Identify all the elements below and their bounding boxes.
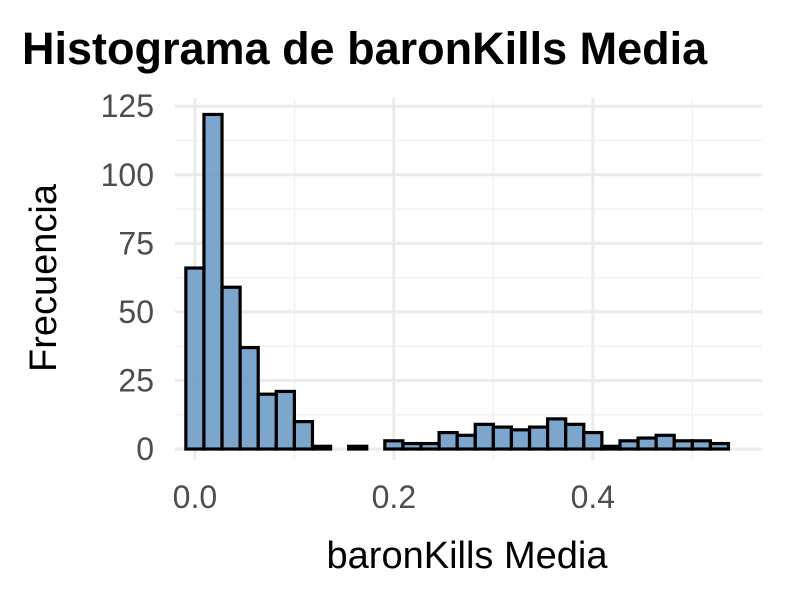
x-axis-label: baronKills Media bbox=[327, 535, 609, 577]
histogram-bar bbox=[202, 112, 224, 451]
histogram-bar bbox=[220, 285, 242, 451]
histogram-bars bbox=[184, 112, 731, 451]
histogram-bar bbox=[256, 392, 278, 451]
histogram-bar bbox=[636, 436, 658, 451]
histogram-bar bbox=[582, 430, 604, 451]
y-tick-label: 100 bbox=[101, 157, 154, 193]
histogram-bar bbox=[274, 389, 296, 451]
histogram-bar bbox=[546, 417, 568, 451]
histogram-bar bbox=[473, 422, 495, 451]
y-tick-label: 50 bbox=[118, 294, 154, 330]
histogram-bar bbox=[690, 439, 712, 451]
x-tick-label: 0.2 bbox=[372, 479, 416, 515]
x-axis-ticks: 0.0 0.2 0.4 bbox=[173, 479, 615, 515]
y-axis-ticks: 0 25 50 75 100 125 bbox=[101, 88, 154, 467]
x-tick-label: 0.4 bbox=[571, 479, 615, 515]
histogram-bar bbox=[437, 430, 459, 451]
y-tick-label: 125 bbox=[101, 88, 154, 124]
histogram-bar bbox=[564, 422, 586, 451]
histogram-bar bbox=[527, 425, 550, 451]
histogram-bar bbox=[347, 444, 369, 451]
histogram-bar bbox=[708, 441, 731, 451]
histogram-bar bbox=[654, 433, 676, 451]
histogram-bar bbox=[509, 428, 532, 451]
histogram-bar bbox=[184, 266, 206, 451]
histogram-bar bbox=[419, 441, 441, 451]
histogram-bar bbox=[383, 439, 405, 451]
histogram-bar bbox=[618, 439, 640, 451]
histogram-bar bbox=[672, 439, 694, 451]
y-axis-label: Frecuencia bbox=[23, 183, 65, 372]
y-tick-label: 0 bbox=[136, 431, 154, 467]
histogram-bar bbox=[292, 420, 315, 451]
histogram-bar bbox=[491, 425, 514, 451]
grid-lines bbox=[175, 98, 762, 460]
histogram-bar bbox=[238, 345, 260, 451]
histogram-bar bbox=[455, 433, 477, 451]
x-tick-label: 0.0 bbox=[173, 479, 217, 515]
histogram-bar bbox=[310, 444, 333, 451]
y-tick-label: 75 bbox=[118, 225, 154, 261]
histogram-bar bbox=[600, 444, 622, 451]
histogram-bar bbox=[401, 441, 423, 451]
y-tick-label: 25 bbox=[118, 362, 154, 398]
chart-title: Histograma de baronKills Media bbox=[22, 23, 708, 74]
